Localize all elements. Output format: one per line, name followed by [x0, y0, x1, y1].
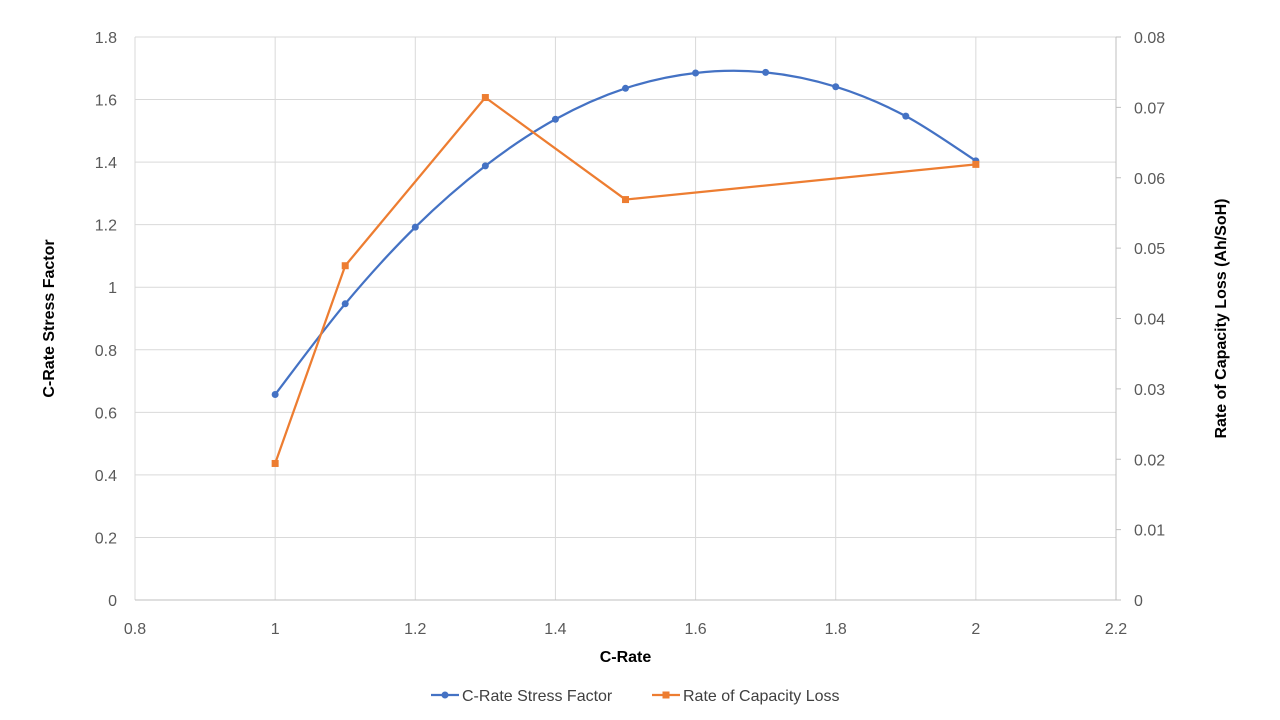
y-tick-label: 0.8: [95, 343, 117, 360]
y-axis-right-title: Rate of Capacity Loss (Ah/SoH): [1213, 198, 1230, 438]
data-point-capacity-loss: [622, 196, 629, 204]
y2-tick-label: 0.05: [1134, 241, 1165, 258]
y-tick-label: 0.6: [95, 405, 117, 422]
x-tick-label: 0.8: [124, 621, 146, 638]
x-tick-label: 1: [271, 621, 280, 638]
y2-tick-label: 0.06: [1134, 171, 1165, 188]
y-tick-label: 0.2: [95, 530, 117, 547]
y-axis-left-title: C-Rate Stress Factor: [41, 239, 58, 397]
series-line-capacity-loss: [274, 96, 976, 464]
series-stress-factor: [271, 68, 980, 399]
legend-item-capacity-loss: Rate of Capacity Loss: [652, 688, 840, 705]
y2-tick-label: 0.01: [1134, 523, 1165, 540]
x-tick-label: 2.2: [1105, 621, 1127, 638]
y-tick-label: 1.6: [95, 93, 117, 110]
y2-tick-label: 0.03: [1134, 382, 1165, 399]
legend: C-Rate Stress Factor Rate of Capacity Lo…: [431, 688, 840, 705]
legend-stress-factor-label: C-Rate Stress Factor: [462, 688, 613, 705]
legend-stress-factor-marker: [441, 691, 449, 699]
data-point-stress-factor: [551, 115, 559, 123]
data-point-stress-factor: [832, 83, 840, 91]
y-tick-label: 1.4: [95, 155, 117, 172]
series-capacity-loss: [271, 94, 980, 467]
x-tick-label: 1.6: [684, 621, 706, 638]
data-point-stress-factor: [762, 68, 770, 76]
legend-item-stress-factor: C-Rate Stress Factor: [431, 688, 613, 705]
legend-capacity-loss-label: Rate of Capacity Loss: [683, 688, 840, 705]
data-point-capacity-loss: [341, 262, 349, 270]
series-layer: [271, 68, 980, 467]
data-point-stress-factor: [902, 112, 910, 120]
data-point-capacity-loss: [271, 459, 279, 467]
data-point-capacity-loss: [972, 160, 980, 168]
y-axis-right-ticks: 0 0.01 0.02 0.03 0.04 0.05 0.06 0.07 0.08: [1116, 30, 1165, 610]
y-axis-left-ticks: 0 0.2 0.4 0.6 0.8 1 1.2 1.4 1.6 1.8: [95, 30, 117, 610]
y2-tick-label: 0.08: [1134, 30, 1165, 47]
data-point-stress-factor: [411, 223, 419, 231]
x-axis-title: C-Rate: [600, 649, 652, 666]
data-point-capacity-loss: [481, 94, 489, 102]
legend-capacity-loss-marker: [662, 691, 670, 699]
data-point-stress-factor: [622, 84, 629, 92]
y-tick-label: 0: [108, 593, 117, 610]
y-tick-label: 1.8: [95, 30, 117, 47]
y2-tick-label: 0.02: [1134, 452, 1165, 469]
y2-tick-label: 0.07: [1134, 100, 1165, 117]
data-point-stress-factor: [692, 69, 700, 77]
x-tick-label: 1.2: [404, 621, 426, 638]
y-tick-label: 0.4: [95, 468, 117, 485]
data-point-stress-factor: [341, 300, 349, 308]
gridlines: [135, 36, 1116, 600]
y2-tick-label: 0: [1134, 593, 1143, 610]
x-tick-label: 1.4: [544, 621, 566, 638]
x-tick-label: 1.8: [825, 621, 847, 638]
data-point-stress-factor: [271, 391, 279, 399]
y-tick-label: 1: [108, 280, 117, 297]
y-tick-label: 1.2: [95, 218, 117, 235]
data-point-stress-factor: [481, 162, 489, 170]
y2-tick-label: 0.04: [1134, 312, 1165, 329]
series-line-stress-factor: [274, 69, 977, 396]
x-axis-ticks: 0.8 1 1.2 1.4 1.6 1.8 2 2.2: [124, 621, 1127, 638]
x-tick-label: 2: [971, 621, 980, 638]
